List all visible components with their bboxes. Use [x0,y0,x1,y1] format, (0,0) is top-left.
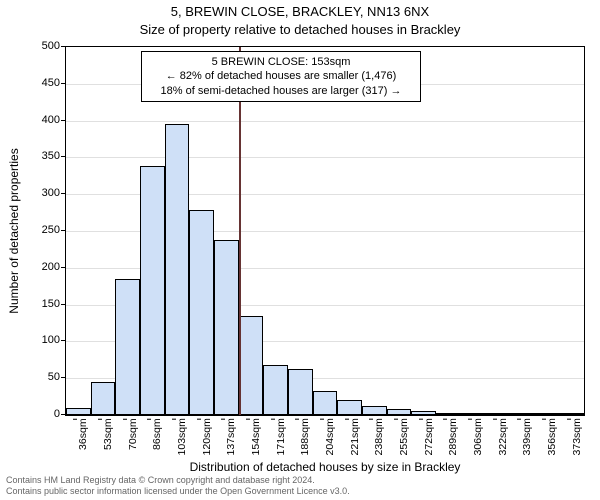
histogram-bar [559,413,584,415]
histogram-bar [485,413,510,415]
histogram-bar [535,413,560,415]
y-tick: 500 [0,40,60,52]
y-tick: 100 [0,334,60,346]
chart-container: 5, BREWIN CLOSE, BRACKLEY, NN13 6NX Size… [0,0,600,500]
histogram-bar [263,365,288,415]
y-axis-ticks: 050100150200250300350400450500 [0,46,60,416]
footer-text: Contains HM Land Registry data © Crown c… [6,475,594,497]
title-line-2: Size of property relative to detached ho… [0,22,600,37]
y-tick: 250 [0,224,60,236]
reference-line [239,47,241,415]
histogram-bar [411,411,436,415]
y-tick: 350 [0,150,60,162]
histogram-bar [91,382,116,415]
histogram-bar [510,413,535,415]
y-tick: 200 [0,261,60,273]
histogram-bar [165,124,190,415]
histogram-bar [387,409,412,415]
histogram-bar [66,408,91,415]
histogram-bar [362,406,387,415]
y-tick: 0 [0,408,60,420]
histogram-bar [239,316,264,415]
annotation-line: 18% of semi-detached houses are larger (… [148,84,414,98]
histogram-bars [66,47,584,415]
y-tick: 150 [0,298,60,310]
histogram-bar [288,369,313,415]
histogram-bar [189,210,214,415]
footer-line-1: Contains HM Land Registry data © Crown c… [6,475,315,485]
histogram-bar [140,166,165,415]
title-line-1: 5, BREWIN CLOSE, BRACKLEY, NN13 6NX [0,4,600,19]
y-tick: 300 [0,187,60,199]
histogram-bar [115,279,140,415]
y-tick: 400 [0,114,60,126]
annotation-box: 5 BREWIN CLOSE: 153sqm← 82% of detached … [141,51,421,102]
y-tick: 450 [0,77,60,89]
histogram-bar [436,413,461,415]
footer-line-2: Contains public sector information licen… [6,486,350,496]
plot-area: 5 BREWIN CLOSE: 153sqm← 82% of detached … [65,46,585,416]
y-tick: 50 [0,371,60,383]
histogram-bar [337,400,362,415]
x-axis-ticks: 36sqm53sqm70sqm86sqm103sqm120sqm137sqm15… [65,416,585,466]
annotation-line: 5 BREWIN CLOSE: 153sqm [148,55,414,69]
histogram-bar [214,240,239,415]
x-axis-label: Distribution of detached houses by size … [65,460,585,474]
histogram-bar [313,391,338,415]
annotation-line: ← 82% of detached houses are smaller (1,… [148,69,414,83]
histogram-bar [461,413,486,415]
